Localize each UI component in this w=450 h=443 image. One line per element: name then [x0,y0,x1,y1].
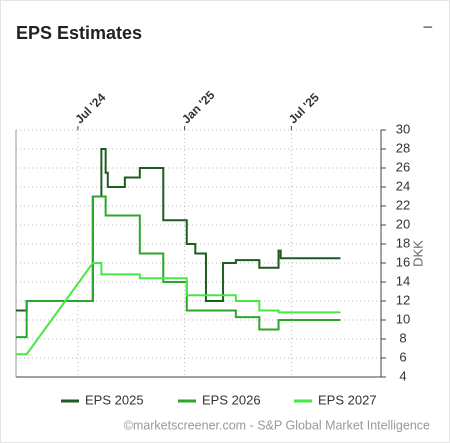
y-tick-label: 18 [396,235,410,250]
legend-item: EPS 2027 [294,392,377,407]
series-line [16,148,341,312]
collapse-button[interactable]: − [422,17,433,37]
y-tick-label: 24 [396,178,410,193]
source-credit: ©marketscreener.com - S&P Global Market … [124,418,430,432]
y-tick-label: 30 [396,121,410,136]
legend-label: EPS 2026 [202,392,261,407]
y-tick-label: 20 [396,216,410,231]
legend-item: EPS 2026 [178,392,261,407]
y-tick-label: 26 [396,159,410,174]
x-tick-label: Jan '25 [179,88,218,127]
x-tick-label: Jul '24 [72,90,108,126]
widget-title: EPS Estimates [16,23,143,43]
y-tick-label: 6 [399,349,406,364]
y-tick-label: 12 [396,292,410,307]
y-tick-label: 22 [396,197,410,212]
y-tick-label: 4 [399,368,406,383]
y-tick-label: 28 [396,140,410,155]
y-axis-label: DKK [410,240,425,267]
series-line [16,262,341,356]
y-tick-label: 8 [399,330,406,345]
y-tick-label: 10 [396,311,410,326]
x-tick-label: Jul '25 [286,90,322,126]
legend-label: EPS 2025 [85,392,144,407]
legend-label: EPS 2027 [318,392,377,407]
y-tick-label: 16 [396,254,410,269]
y-tick-label: 14 [396,273,410,288]
series-line [16,195,341,339]
legend-item: EPS 2025 [61,392,144,407]
